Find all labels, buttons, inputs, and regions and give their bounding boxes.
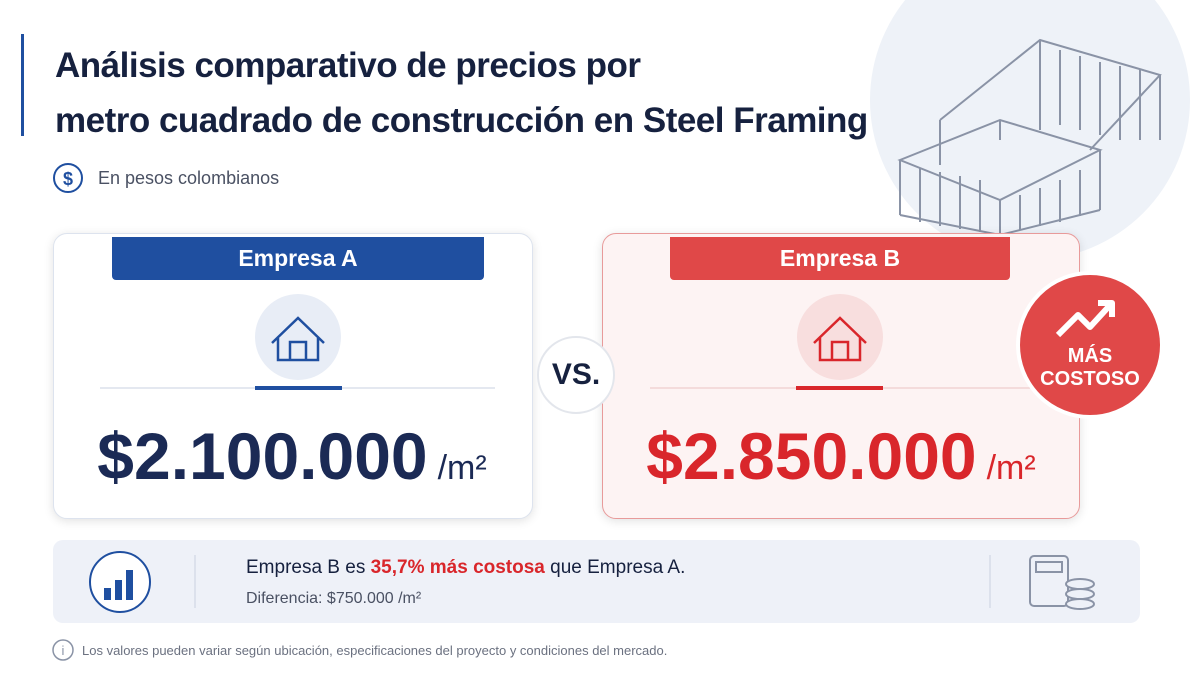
versus: VS.: [551, 358, 601, 391]
title-line: Análisis comparativo de precios por: [55, 46, 641, 85]
title-line: metro cuadrado de construcción en Steel …: [55, 101, 868, 140]
price: $2.100.000: [97, 419, 428, 493]
title: Análisis comparativo de precios por metr…: [55, 38, 868, 148]
badge-line: MÁS: [1067, 345, 1113, 367]
summary-text: que Empresa A.: [550, 557, 686, 578]
summary: Empresa B es 35,7% más costosa que Empre…: [246, 557, 685, 579]
summary-text: Empresa B es: [246, 557, 366, 578]
badge: MÁS COSTOSO: [1018, 345, 1162, 391]
currency-icon: $: [63, 169, 73, 189]
difference: Diferencia: $750.000 /m²: [246, 590, 422, 607]
badge-line: COSTOSO: [1040, 368, 1140, 390]
info-icon: i: [62, 643, 65, 658]
summary-highlight: 35,7% más costosa: [370, 557, 545, 578]
unit: /m²: [986, 449, 1036, 487]
card-label: Empresa B: [670, 237, 1010, 280]
card-label: Empresa A: [112, 237, 484, 280]
price: $2.850.000: [646, 419, 977, 493]
price-b: $2.850.000/m²: [602, 418, 1080, 494]
unit: /m²: [437, 449, 487, 487]
footnote: Los valores pueden variar según ubicació…: [82, 643, 668, 658]
price-a: $2.100.000/m²: [53, 418, 531, 494]
subtitle: En pesos colombianos: [98, 168, 280, 188]
